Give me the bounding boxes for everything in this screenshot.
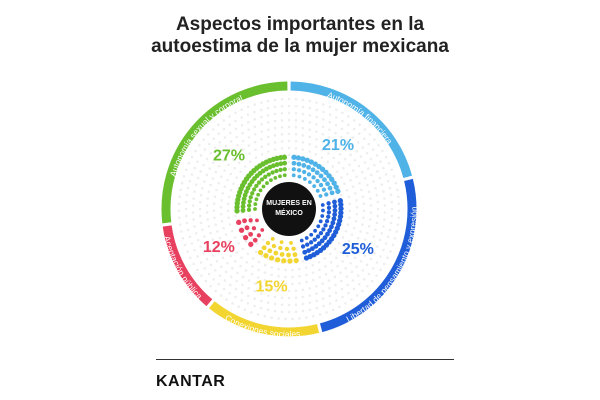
ring-segment-0 [290,81,413,179]
dot-cluster-0 [291,154,341,198]
percent-label-1: 25% [342,241,374,258]
percent-label-4: 27% [213,147,245,164]
percent-label-2: 15% [256,278,288,295]
dot-cluster-2 [257,236,299,264]
divider [156,359,454,360]
title-line-1: Aspectos importantes en la [175,14,425,35]
ring-segment-4 [161,81,288,224]
dot-cluster-4 [234,154,288,214]
ring-segment-2 [209,301,320,337]
ring-segment-3 [162,225,213,307]
center-label-line-2: MÉXICO [275,208,303,217]
dot-cluster-1 [299,198,344,261]
percent-label-3: 12% [203,239,235,256]
center-label-line-1: MUJERES EN [266,200,312,207]
ring-segment-1 [319,178,417,333]
brand-logo: KANTAR [156,373,226,390]
percent-label-0: 21% [322,137,354,154]
segment-label-3: Aceptación pública [162,235,205,301]
dot-cluster-3 [236,218,265,247]
chart-title: Aspectos importantes en la autoestima de… [150,14,450,58]
segment-label-4: Autonomía sexual y corporal [168,93,244,178]
title-line-2: autoestima de la mujer mexicana [151,36,449,57]
center-circle [262,182,316,236]
